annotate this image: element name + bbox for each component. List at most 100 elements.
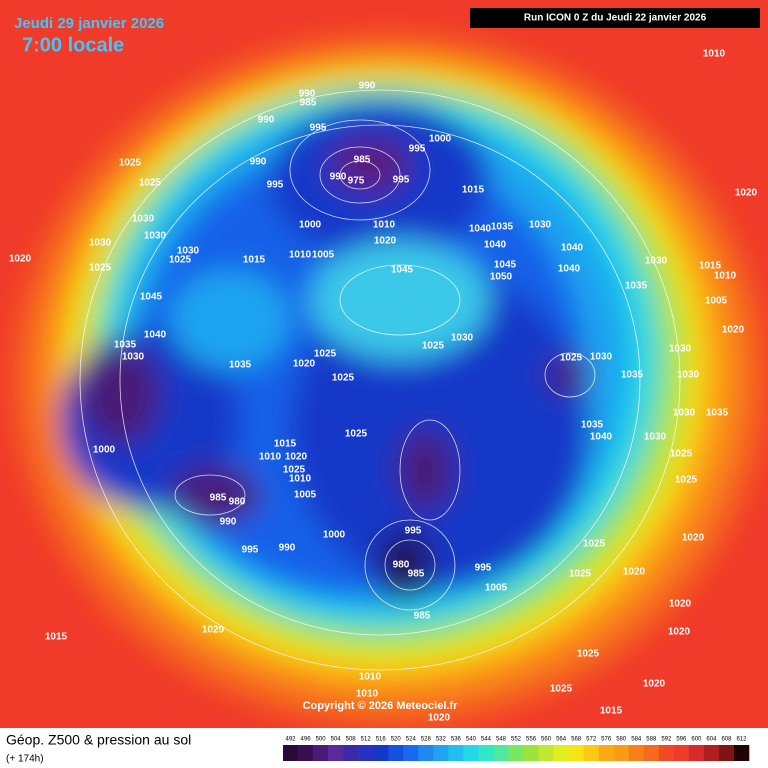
pressure-label: 1035 — [229, 360, 252, 371]
colorbar-label: 528 — [421, 737, 432, 743]
pressure-label: 1030 — [144, 231, 167, 242]
colorbar-swatch — [388, 745, 404, 761]
pressure-label: 1015 — [462, 185, 485, 196]
pressure-label: 1010 — [703, 49, 726, 60]
colorbar-swatch — [343, 745, 359, 761]
colorbar-label: 612 — [736, 737, 747, 743]
pressure-label: 995 — [409, 144, 426, 155]
pressure-label: 1030 — [451, 333, 474, 344]
run-box — [470, 8, 760, 28]
pressure-label: 1010 — [714, 271, 737, 282]
colorbar-swatch — [298, 745, 314, 761]
colorbar-label: 592 — [661, 737, 672, 743]
pressure-label: 1010 — [356, 689, 379, 700]
pressure-label: 1025 — [89, 263, 112, 274]
colorbar-swatch — [493, 745, 509, 761]
pressure-label: 1025 — [569, 569, 592, 580]
pressure-label: 995 — [267, 180, 284, 191]
pressure-label: 1025 — [675, 475, 698, 486]
pressure-label: 1030 — [677, 370, 700, 381]
colorbar-label: 500 — [316, 737, 327, 743]
pressure-label: 990 — [330, 172, 347, 183]
pressure-label: 995 — [475, 563, 492, 574]
pressure-label: 985 — [414, 611, 431, 622]
pressure-label: 990 — [299, 89, 316, 100]
pressure-label: 1020 — [285, 452, 308, 463]
pressure-label: 1030 — [673, 408, 696, 419]
pressure-label: 1020 — [293, 359, 316, 370]
colorbar-swatch — [463, 745, 479, 761]
pressure-label: 1025 — [332, 373, 355, 384]
colorbar-label: 604 — [706, 737, 717, 743]
pressure-label: 1005 — [312, 250, 335, 261]
colorbar-swatch — [553, 745, 569, 761]
colorbar-swatch — [373, 745, 389, 761]
pressure-label: 1005 — [705, 296, 728, 307]
colorbar-swatch — [673, 745, 690, 761]
pressure-label: 1025 — [577, 649, 600, 660]
pressure-label: 1000 — [429, 134, 452, 145]
colorbar-swatch — [448, 745, 464, 761]
pressure-label: 1035 — [581, 420, 604, 431]
colorbar-swatch — [733, 745, 750, 761]
pressure-label: 1045 — [391, 265, 414, 276]
colorbar-label: 524 — [406, 737, 417, 743]
pressure-label: 1010 — [289, 474, 312, 485]
pressure-label: 1030 — [122, 352, 145, 363]
pressure-label: 1025 — [422, 341, 445, 352]
pressure-label: 1040 — [484, 240, 507, 251]
colorbar-swatch — [328, 745, 344, 761]
colorbar-label: 504 — [331, 737, 342, 743]
colorbar: 492 496 500 504 508 512 516 520 524 528 532 536 540 5… — [283, 737, 750, 761]
pressure-label: 1000 — [323, 530, 346, 541]
colorbar-swatch — [478, 745, 494, 761]
colorbar-label: 588 — [646, 737, 657, 743]
pressure-label: 990 — [220, 517, 237, 528]
pressure-label: 1030 — [132, 214, 155, 225]
pressure-label: 1020 — [623, 567, 646, 578]
colorbar-swatch — [703, 745, 720, 761]
pressure-label: 1025 — [139, 178, 162, 189]
copyright: Copyright © 2026 Meteociel.fr — [303, 700, 459, 712]
colorbar-label: 548 — [496, 737, 507, 743]
pressure-label: 1020 — [722, 325, 745, 336]
forecast-time: 7:00 locale — [22, 34, 124, 56]
pressure-label: 1025 — [169, 255, 192, 266]
pressure-label: 1005 — [294, 490, 317, 501]
pressure-label: 1035 — [706, 408, 729, 419]
pressure-label: 1025 — [550, 684, 573, 695]
colorbar-swatch — [433, 745, 449, 761]
pressure-label: 1020 — [202, 625, 225, 636]
pressure-label: 995 — [393, 175, 410, 186]
colorbar-label: 496 — [301, 737, 312, 743]
pressure-label: 1015 — [600, 706, 623, 717]
geopotential-shading — [15, 35, 765, 725]
colorbar-label: 572 — [586, 737, 597, 743]
colorbar-swatch — [358, 745, 374, 761]
pressure-label: 1030 — [590, 352, 613, 363]
colorbar-swatch — [313, 745, 329, 761]
pressure-label: 1020 — [735, 188, 758, 199]
colorbar-label: 600 — [691, 737, 702, 743]
pressure-label: 1020 — [643, 679, 666, 690]
colorbar-label: 556 — [526, 737, 537, 743]
pressure-label: 985 — [354, 155, 371, 166]
pressure-label: 1020 — [9, 254, 32, 265]
colorbar-label: 580 — [616, 737, 627, 743]
colorbar-label: 564 — [556, 737, 567, 743]
pressure-label: 1020 — [668, 627, 691, 638]
colorbar-label: 536 — [451, 737, 462, 743]
colorbar-label: 576 — [601, 737, 612, 743]
pressure-label: 1025 — [560, 353, 583, 364]
pressure-label: 1030 — [89, 238, 112, 249]
pressure-label: 990 — [279, 543, 296, 554]
pressure-label: 1030 — [529, 220, 552, 231]
colorbar-swatch — [403, 745, 419, 761]
colorbar-label: 560 — [541, 737, 552, 743]
pressure-label: 1005 — [485, 583, 508, 594]
isobars — [79, 89, 681, 671]
colorbar-swatch — [628, 745, 645, 761]
pressure-label: 1010 — [359, 672, 382, 683]
